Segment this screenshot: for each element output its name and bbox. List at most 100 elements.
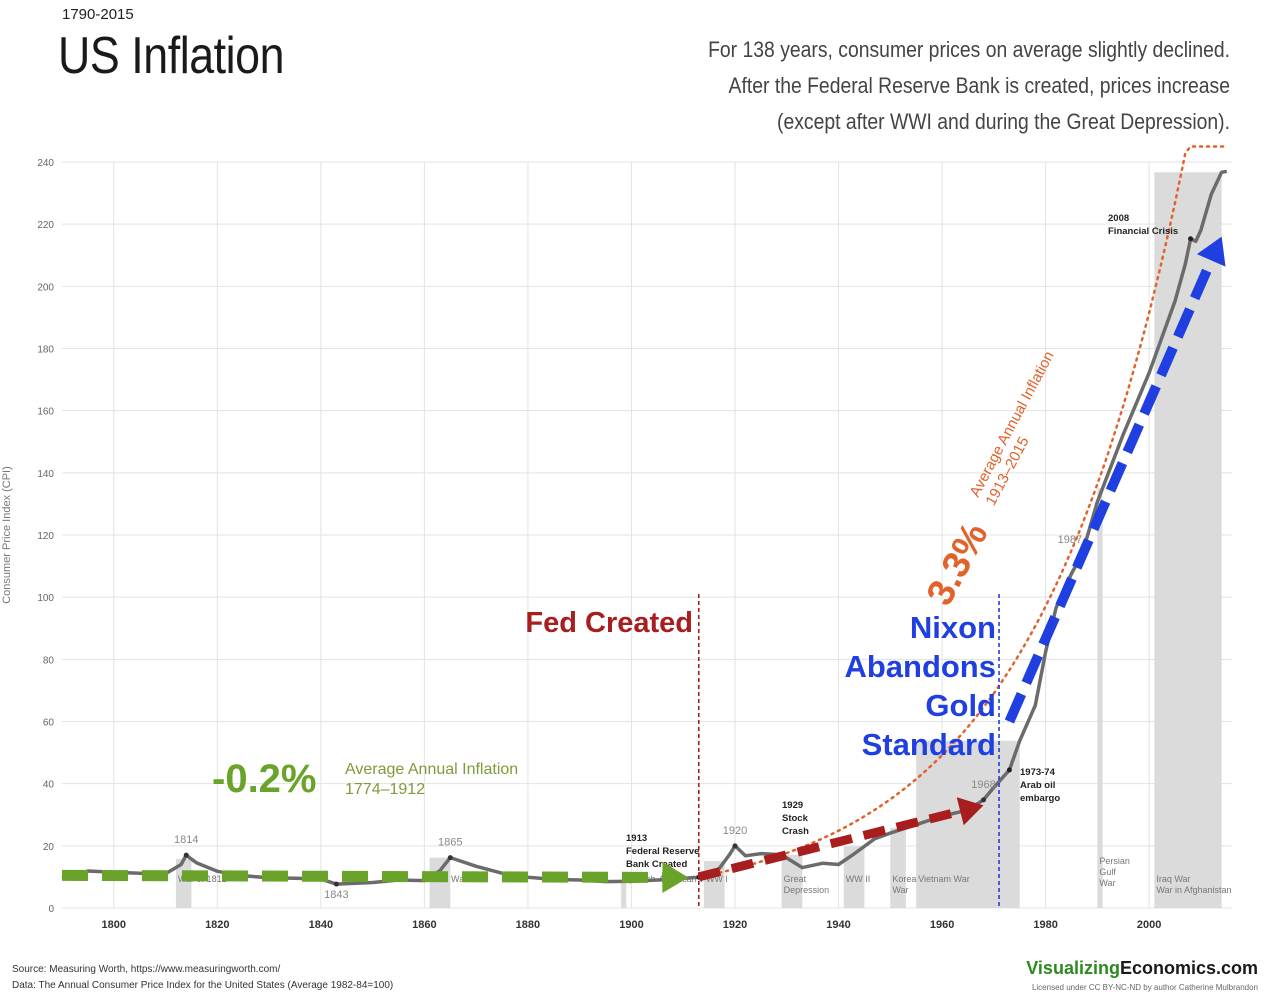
x-tick-label-1940: 1940 (826, 919, 850, 931)
x-tick-label-1960: 1960 (930, 919, 954, 931)
point-label-1987: 1987 (1058, 534, 1082, 546)
y-tick-label-240: 240 (37, 158, 54, 169)
event-note-1929-line-1: 1929 (782, 800, 803, 811)
x-tick-label-1820: 1820 (205, 919, 229, 931)
arrow-pre-fed (61, 861, 689, 894)
x-tick-label-1900: 1900 (619, 919, 643, 931)
nixon-label-line-4: Standard (862, 727, 996, 762)
subtitle-line-3: (except after WWI and during the Great D… (776, 109, 1230, 134)
chart-years: 1790-2015 (62, 6, 134, 23)
event-note-1913-line-1: 1913 (626, 833, 647, 844)
event-note-1973-line-3: embargo (1020, 793, 1060, 804)
trend-curve-3-3pct (697, 145, 1229, 879)
y-tick-label-80: 80 (43, 655, 55, 666)
event-note-2008-line-2: Financial Crisis (1108, 226, 1178, 237)
x-tick-label-1880: 1880 (516, 919, 540, 931)
shade-label-7-line-1: Korean (892, 874, 921, 884)
y-tick-label-20: 20 (43, 842, 55, 853)
shade-period-8 (916, 740, 1020, 908)
event-note-1913-line-2: Federal Reserve (626, 846, 699, 857)
pre-fed-label-line-1: Average Annual Inflation (345, 761, 518, 778)
shade-label-8-line-1: Vietnam War (918, 874, 970, 884)
event-note-1929-line-3: Crash (782, 826, 809, 837)
event-note-1913-line-3: Bank Created (626, 859, 687, 870)
shade-label-10-line-2: War in Afghanistan (1156, 885, 1231, 895)
y-tick-label-140: 140 (37, 469, 54, 480)
x-tick-label-2000: 2000 (1137, 919, 1161, 931)
source-text: Source: Measuring Worth, https://www.mea… (12, 964, 281, 975)
y-tick-label-120: 120 (37, 531, 54, 542)
shade-period-7 (890, 828, 906, 908)
point-dot-1814 (183, 852, 189, 858)
x-tick-label-1860: 1860 (412, 919, 436, 931)
event-note-1973-line-2: Arab oil (1020, 780, 1055, 791)
arrow-fed-era (697, 797, 984, 882)
y-tick-label-160: 160 (37, 407, 54, 418)
shade-period-2 (429, 857, 451, 908)
arrow-nixon-era-head (1196, 236, 1226, 267)
chart-subtitle: For 138 years, consumer prices on averag… (667, 32, 1230, 140)
post-fed-rate-group: 3.3% (919, 516, 997, 612)
brand-part-visualizing: Visualizing (1026, 958, 1120, 978)
data-note-text: Data: The Annual Consumer Price Index fo… (12, 980, 394, 991)
shade-label-9-line-2: Gulf (1099, 867, 1116, 877)
post-fed-rate: 3.3% (919, 516, 997, 612)
fed-created-label: Fed Created (525, 607, 693, 639)
x-tick-label-1840: 1840 (309, 919, 333, 931)
subtitle-line-2: After the Federal Reserve Bank is create… (728, 73, 1230, 98)
shade-label-5-line-2: Depression (784, 885, 830, 895)
subtitle-line-1: For 138 years, consumer prices on averag… (708, 37, 1230, 62)
brand-logo: VisualizingEconomics.com (1026, 958, 1258, 979)
point-dot-1865 (447, 855, 453, 861)
pre-fed-rate: -0.2% (212, 757, 317, 801)
shade-label-7-line-2: War (892, 885, 908, 895)
nixon-label-line-1: Nixon (910, 610, 996, 645)
shade-period-10 (1154, 172, 1222, 908)
event-dot-2008 (1188, 236, 1194, 242)
point-label-1920: 1920 (723, 825, 747, 837)
shade-label-9-line-3: War (1099, 878, 1115, 888)
point-label-1843: 1843 (324, 889, 348, 901)
license-text: Licensed under CC BY-NC-ND by author Cat… (1031, 983, 1258, 992)
shade-period-3 (621, 881, 627, 908)
x-tick-label-1980: 1980 (1033, 919, 1057, 931)
arrow-fed-era-head (956, 797, 984, 826)
nixon-label-line-2: Abandons (844, 649, 996, 684)
grid (62, 161, 1232, 909)
arrow-pre-fed-head (662, 861, 689, 894)
y-tick-label-200: 200 (37, 282, 54, 293)
shade-period-5 (781, 854, 803, 908)
y-tick-label-220: 220 (37, 220, 54, 231)
point-dot-1968 (981, 797, 987, 803)
chart-title: US Inflation (58, 27, 285, 85)
x-tick-label-1920: 1920 (723, 919, 747, 931)
shade-label-5-line-1: Great (784, 874, 807, 884)
y-tick-label-40: 40 (43, 780, 55, 791)
shade-label-6-line-1: WW II (846, 874, 871, 884)
y-axis-label: Consumer Price Index (CPI) (1, 466, 13, 604)
event-note-1973-line-1: 1973-74 (1020, 767, 1056, 778)
x-tick-label-1800: 1800 (102, 919, 126, 931)
shade-period-9 (1097, 488, 1103, 908)
pre-fed-label-line-2: 1774–1912 (345, 781, 425, 798)
point-dot-1843 (333, 881, 339, 887)
arrow-pre-fed-shaft (61, 869, 663, 883)
y-tick-label-100: 100 (37, 593, 54, 604)
brand-part-economics: Economics.com (1119, 958, 1258, 978)
y-tick-label-0: 0 (48, 904, 54, 915)
point-label-1865: 1865 (438, 837, 462, 849)
point-dot-1920 (732, 843, 738, 849)
shade-label-9-line-1: Persian (1099, 856, 1130, 866)
axes: 0 20 40 60 80 100 120 140 160 180 200 220 240 1800 182… (1, 158, 1161, 931)
shade-period-6 (843, 846, 865, 908)
point-label-1814: 1814 (174, 834, 198, 846)
event-note-2008-line-1: 2008 (1108, 213, 1129, 224)
event-notes: 1913 Federal Reserve Bank Created 1929 Stock… (626, 213, 1194, 880)
point-label-1968: 1968 (971, 779, 995, 791)
footer-source: Source: Measuring Worth, https://www.mea… (12, 962, 393, 994)
nixon-label-line-3: Gold (925, 688, 996, 723)
arrow-nixon-era (1004, 236, 1226, 724)
